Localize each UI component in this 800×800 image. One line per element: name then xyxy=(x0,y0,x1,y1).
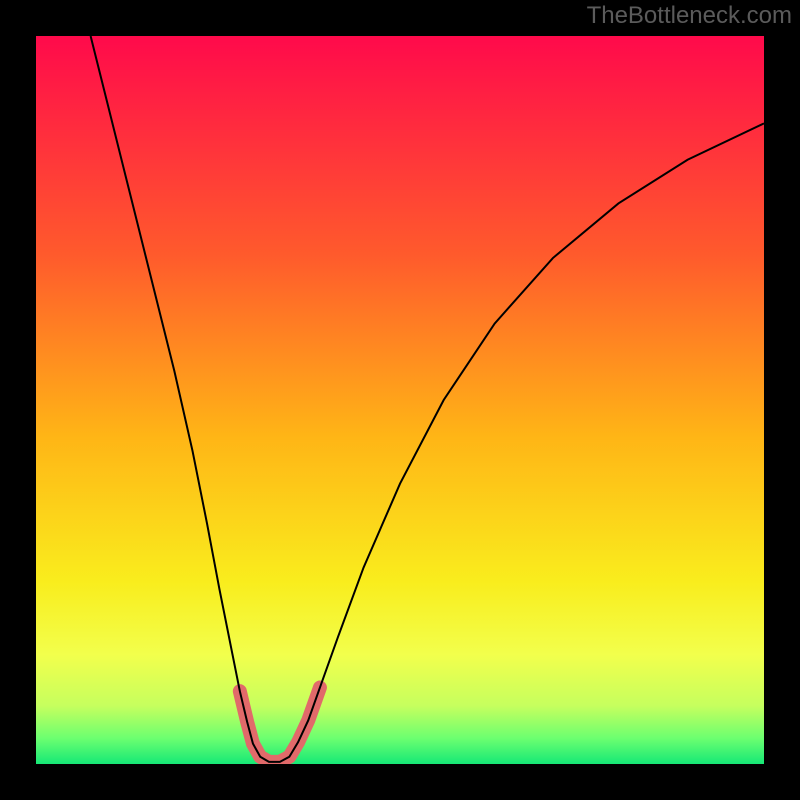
v-curve xyxy=(91,36,764,762)
chart-svg xyxy=(36,36,764,764)
watermark-text: TheBottleneck.com xyxy=(587,2,792,30)
highlight-segment xyxy=(240,688,320,762)
